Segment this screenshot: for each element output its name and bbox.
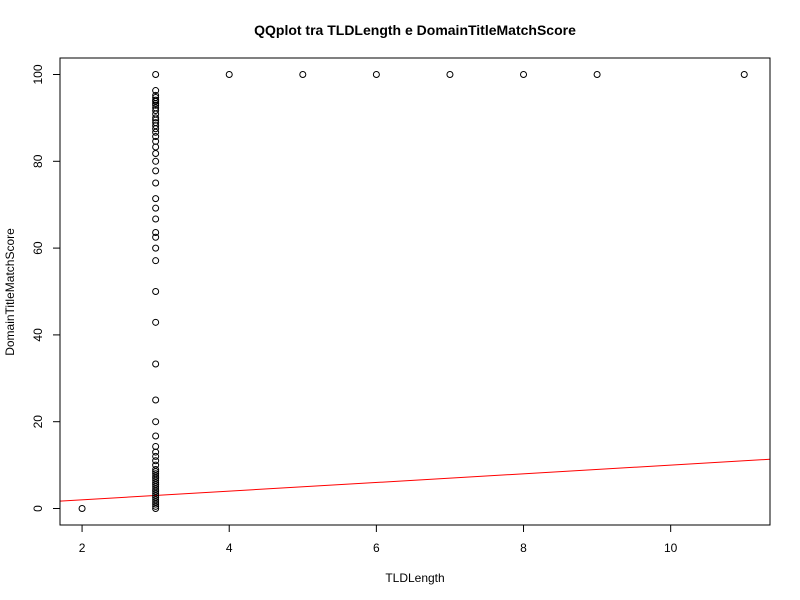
data-point bbox=[152, 396, 160, 404]
data-point bbox=[152, 179, 160, 187]
data-point bbox=[152, 472, 160, 480]
x-tick-label: 10 bbox=[664, 541, 678, 555]
data-point bbox=[152, 494, 160, 502]
data-point bbox=[152, 318, 160, 326]
data-point bbox=[152, 478, 160, 486]
data-point bbox=[152, 457, 160, 465]
data-point bbox=[152, 114, 160, 122]
data-point bbox=[152, 93, 160, 101]
data-point bbox=[152, 461, 160, 469]
data-point bbox=[299, 70, 307, 78]
data-point bbox=[152, 91, 160, 99]
plot-frame bbox=[59, 57, 771, 526]
data-point bbox=[152, 167, 160, 175]
x-tick-label: 2 bbox=[79, 541, 86, 555]
data-point bbox=[152, 244, 160, 252]
x-tick-label: 6 bbox=[373, 541, 380, 555]
data-point bbox=[152, 418, 160, 426]
data-point bbox=[152, 233, 160, 241]
data-point bbox=[152, 442, 160, 450]
data-point bbox=[152, 487, 160, 495]
data-point bbox=[78, 505, 86, 513]
points-layer bbox=[78, 70, 748, 513]
data-point bbox=[152, 128, 160, 136]
data-point bbox=[152, 137, 160, 145]
data-point bbox=[152, 143, 160, 151]
data-point bbox=[152, 215, 160, 223]
data-point bbox=[152, 288, 160, 295]
data-point bbox=[152, 505, 160, 513]
data-point bbox=[152, 432, 160, 440]
y-tick-label: 100 bbox=[31, 64, 45, 84]
data-point bbox=[152, 491, 160, 499]
chart-title: QQplot tra TLDLength e DomainTitleMatchS… bbox=[254, 22, 576, 38]
data-point bbox=[152, 257, 160, 265]
x-axis: 2 4 6 8 10 bbox=[79, 524, 678, 555]
data-point bbox=[520, 70, 528, 78]
x-tick-label: 8 bbox=[520, 541, 527, 555]
x-tick-label: 4 bbox=[226, 541, 233, 555]
data-point bbox=[152, 448, 160, 456]
y-tick-label: 60 bbox=[31, 241, 45, 255]
y-tick-label: 20 bbox=[31, 415, 45, 429]
data-point bbox=[152, 107, 160, 115]
x-axis-label: TLDLength bbox=[385, 571, 444, 585]
data-point bbox=[152, 149, 160, 157]
data-point bbox=[152, 452, 160, 460]
data-point bbox=[152, 70, 160, 78]
data-point bbox=[152, 483, 160, 491]
data-point bbox=[152, 474, 160, 482]
data-point bbox=[152, 468, 160, 476]
data-point bbox=[740, 70, 748, 78]
reference-line-layer bbox=[60, 458, 770, 502]
data-point bbox=[152, 104, 160, 112]
y-tick-label: 0 bbox=[31, 505, 45, 512]
y-axis-label: DomainTitleMatchScore bbox=[3, 228, 17, 356]
data-point bbox=[152, 87, 160, 95]
data-point bbox=[152, 476, 160, 484]
data-point bbox=[152, 133, 160, 141]
data-point bbox=[152, 502, 160, 510]
data-point bbox=[152, 496, 160, 504]
data-point bbox=[152, 228, 160, 236]
data-point bbox=[372, 70, 380, 78]
data-point bbox=[152, 489, 160, 497]
y-tick-label: 40 bbox=[31, 328, 45, 342]
data-point bbox=[152, 485, 160, 493]
data-point bbox=[152, 96, 160, 104]
y-tick-label: 80 bbox=[31, 154, 45, 168]
data-point bbox=[152, 500, 160, 508]
data-point bbox=[152, 470, 160, 478]
data-point bbox=[446, 70, 454, 78]
data-point bbox=[152, 195, 160, 203]
data-point bbox=[593, 70, 601, 78]
y-axis: 0 20 40 60 80 100 bbox=[31, 64, 61, 512]
data-point bbox=[152, 481, 160, 489]
data-point bbox=[152, 204, 160, 212]
data-point bbox=[152, 157, 160, 165]
data-point bbox=[225, 70, 233, 78]
data-point bbox=[152, 119, 160, 127]
data-point bbox=[152, 465, 160, 473]
data-point bbox=[152, 360, 160, 368]
data-point bbox=[152, 498, 160, 506]
reference-line bbox=[60, 458, 770, 502]
